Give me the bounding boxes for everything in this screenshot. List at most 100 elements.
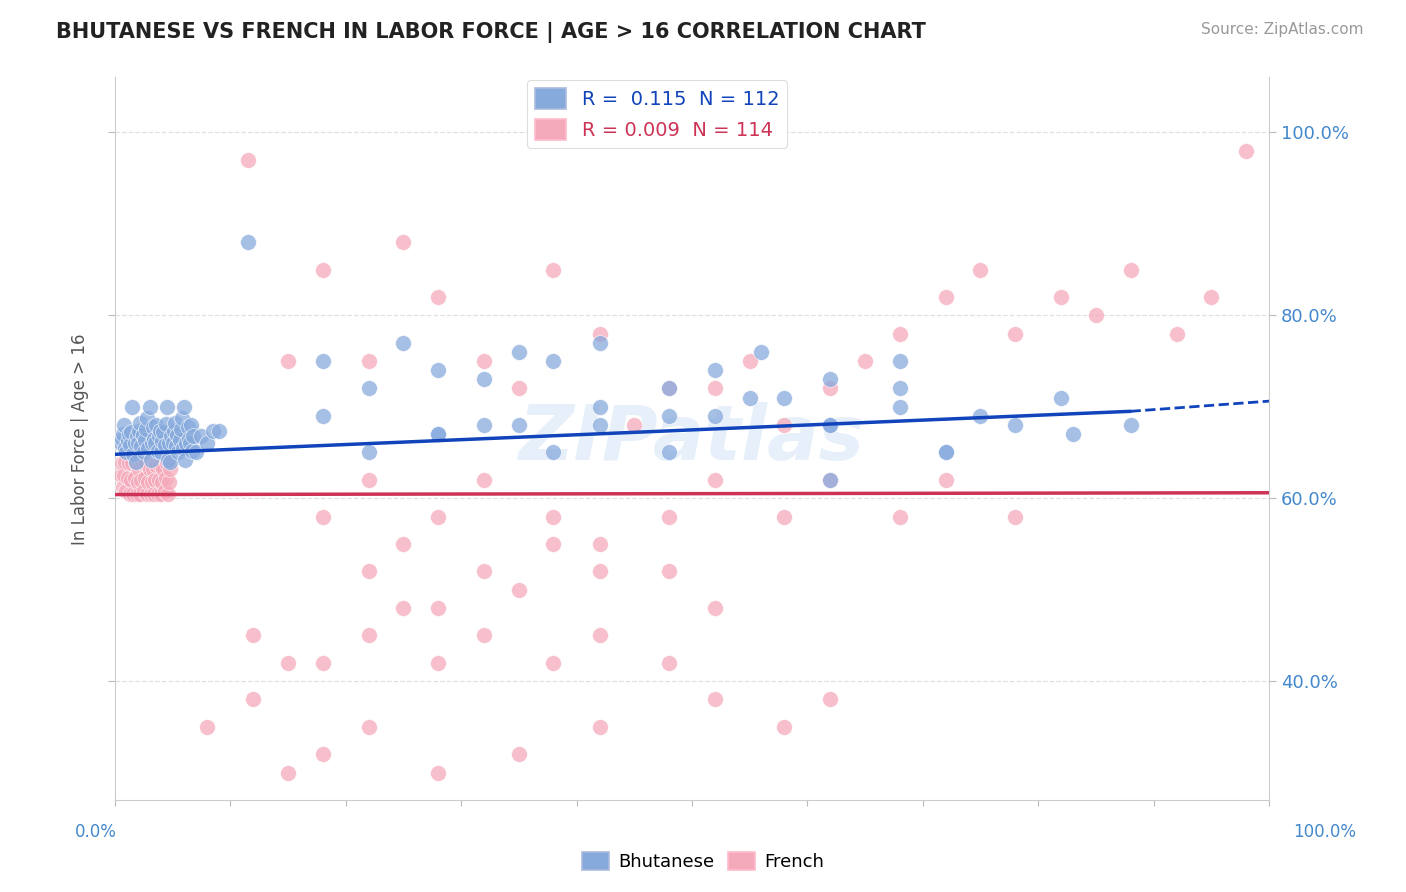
Point <box>658 445 681 459</box>
Point <box>773 509 796 524</box>
Point <box>125 455 148 469</box>
Point <box>132 483 155 498</box>
Point <box>143 432 166 446</box>
Point <box>165 439 187 453</box>
Point <box>131 457 153 471</box>
Point <box>242 628 264 642</box>
Point <box>588 565 610 579</box>
Point <box>179 436 201 450</box>
Point <box>152 425 174 440</box>
Point <box>588 335 610 350</box>
Point <box>1119 262 1142 277</box>
Point <box>588 628 610 642</box>
Point <box>128 425 150 439</box>
Point <box>156 457 179 471</box>
Point <box>157 486 180 500</box>
Point <box>156 400 179 414</box>
Point <box>128 462 150 476</box>
Point <box>181 443 204 458</box>
Point <box>136 486 159 500</box>
Point <box>889 381 911 395</box>
Point <box>195 720 218 734</box>
Point <box>157 436 180 450</box>
Point <box>472 372 495 386</box>
Point <box>1004 509 1026 524</box>
Point <box>142 420 165 434</box>
Point <box>623 418 645 433</box>
Point <box>190 429 212 443</box>
Point <box>115 483 138 498</box>
Point <box>150 434 173 448</box>
Point <box>131 473 153 487</box>
Point <box>176 436 198 450</box>
Point <box>131 428 153 442</box>
Text: ZIPatlas: ZIPatlas <box>519 401 865 475</box>
Point <box>150 445 173 459</box>
Point <box>174 452 197 467</box>
Point <box>180 418 202 433</box>
Point <box>1166 326 1188 341</box>
Point <box>820 418 842 433</box>
Point <box>658 381 681 395</box>
Point <box>114 455 136 469</box>
Point <box>112 468 135 483</box>
Point <box>311 409 333 423</box>
Point <box>704 363 727 377</box>
Point <box>134 471 156 485</box>
Point <box>163 416 186 430</box>
Point <box>157 475 180 489</box>
Point <box>427 427 450 442</box>
Point <box>125 429 148 443</box>
Point <box>508 344 530 359</box>
Point <box>166 428 188 442</box>
Point <box>311 656 333 670</box>
Point <box>120 425 142 440</box>
Point <box>129 486 152 500</box>
Point <box>357 565 380 579</box>
Point <box>138 400 160 414</box>
Point <box>820 418 842 433</box>
Text: 0.0%: 0.0% <box>75 822 117 840</box>
Point <box>738 354 761 368</box>
Point <box>177 432 200 446</box>
Point <box>157 452 180 467</box>
Point <box>141 436 163 450</box>
Point <box>125 457 148 471</box>
Point <box>658 565 681 579</box>
Point <box>149 458 172 473</box>
Point <box>889 400 911 414</box>
Point <box>170 410 193 425</box>
Point <box>148 473 170 487</box>
Point <box>588 720 610 734</box>
Point <box>1234 144 1257 158</box>
Point <box>138 441 160 455</box>
Point <box>277 765 299 780</box>
Point <box>121 457 143 471</box>
Point <box>773 720 796 734</box>
Point <box>392 335 415 350</box>
Point <box>172 441 194 455</box>
Point <box>169 433 191 447</box>
Point <box>588 400 610 414</box>
Point <box>149 424 172 438</box>
Point <box>138 462 160 476</box>
Point <box>155 471 177 485</box>
Point <box>357 628 380 642</box>
Point <box>127 475 149 489</box>
Point <box>1050 290 1073 304</box>
Point <box>150 475 173 489</box>
Point <box>935 445 957 459</box>
Point <box>111 480 134 494</box>
Point <box>935 290 957 304</box>
Point <box>1084 308 1107 322</box>
Point <box>889 509 911 524</box>
Point <box>427 363 450 377</box>
Point <box>357 354 380 368</box>
Point <box>543 509 565 524</box>
Point <box>889 354 911 368</box>
Point <box>131 439 153 453</box>
Point <box>588 537 610 551</box>
Point <box>135 457 157 471</box>
Point <box>173 400 195 414</box>
Point <box>935 445 957 459</box>
